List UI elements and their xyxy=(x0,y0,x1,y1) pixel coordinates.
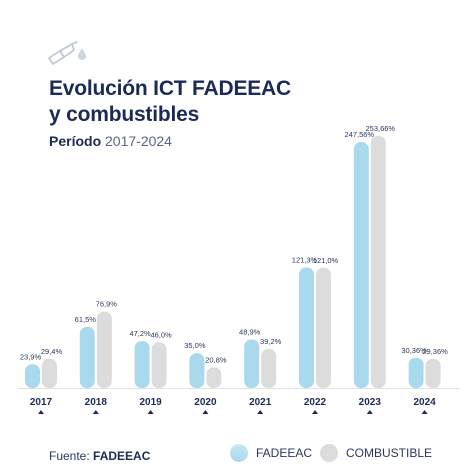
data-label-combustible-2018: 76,9% xyxy=(96,300,118,309)
legend-item-combustible: COMBUSTIBLE xyxy=(320,444,432,462)
x-tick-marker-2024 xyxy=(421,410,428,414)
data-label-combustible-2024: 29,36% xyxy=(422,347,448,356)
legend-item-fadeeac: FADEEAC xyxy=(230,444,312,462)
x-tick-marker-2022 xyxy=(312,410,318,414)
legend-swatch-combustible xyxy=(320,444,338,462)
data-label-combustible-2020: 20,8% xyxy=(205,355,227,364)
data-label-fadeeac-2020: 35,0% xyxy=(184,341,206,350)
bar-fadeeac-2024 xyxy=(408,357,424,388)
bar-combustible-2017 xyxy=(42,358,57,388)
x-tick-label-2024: 2024 xyxy=(413,397,436,408)
bar-fadeeac-2023 xyxy=(353,142,369,388)
x-tick-marker-2020 xyxy=(202,410,209,414)
data-label-fadeeac-2023: 247,56% xyxy=(344,130,374,139)
data-label-fadeeac-2024: 30,36% xyxy=(401,346,427,355)
data-label-combustible-2022: 121,0% xyxy=(313,256,339,265)
source-note: Fuente: FADEEAC xyxy=(49,449,150,463)
source-value: FADEEAC xyxy=(93,449,151,463)
data-label-fadeeac-2017: 23,9% xyxy=(20,352,42,361)
data-label-combustible-2023: 253,66% xyxy=(365,124,395,133)
data-label-fadeeac-2021: 48,9% xyxy=(239,327,261,336)
bar-combustible-2023 xyxy=(370,136,386,388)
legend-label-fadeeac: FADEEAC xyxy=(256,446,313,460)
x-tick-label-2022: 2022 xyxy=(304,397,327,408)
legend-swatch-fadeeac xyxy=(230,444,248,462)
x-tick-marker-2023 xyxy=(366,410,373,414)
data-label-combustible-2017: 29,4% xyxy=(41,347,63,356)
x-tick-label-2020: 2020 xyxy=(194,397,217,408)
period-value: 2017-2024 xyxy=(105,133,172,149)
bar-fadeeac-2021 xyxy=(244,339,260,388)
x-tick-marker-2019 xyxy=(147,410,154,414)
data-label-fadeeac-2022: 121,3% xyxy=(292,255,318,264)
title-line-2: y combustibles xyxy=(49,103,200,126)
period-label: Período xyxy=(49,133,102,149)
x-tick-label-2023: 2023 xyxy=(359,397,382,408)
legend-label-combustible: COMBUSTIBLE xyxy=(346,446,433,460)
data-label-combustible-2019: 46,0% xyxy=(150,330,172,339)
bar-combustible-2024 xyxy=(425,358,441,388)
source-label: Fuente: xyxy=(49,449,90,463)
bar-combustible-2020 xyxy=(206,367,222,388)
data-label-fadeeac-2019: 47,2% xyxy=(129,329,151,338)
bar-combustible-2019 xyxy=(151,342,167,388)
x-tick-label-2018: 2018 xyxy=(85,397,108,408)
bar-fadeeac-2017 xyxy=(25,364,40,388)
x-tick-label-2019: 2019 xyxy=(139,397,162,408)
x-tick-label-2017: 2017 xyxy=(30,397,53,408)
fuel-pump-icon xyxy=(48,41,86,65)
x-tick-marker-2017 xyxy=(38,410,44,414)
bar-fadeeac-2019 xyxy=(134,341,150,388)
bar-fadeeac-2018 xyxy=(79,326,95,388)
chart-title: Evolución ICT FADEEAC y combustibles xyxy=(49,76,291,128)
x-tick-label-2021: 2021 xyxy=(249,397,272,408)
bar-combustible-2018 xyxy=(96,311,112,388)
bar-combustible-2021 xyxy=(261,349,277,388)
x-tick-marker-2021 xyxy=(257,410,264,414)
bar-combustible-2022 xyxy=(316,267,331,388)
data-label-combustible-2021: 39,2% xyxy=(260,337,282,346)
bar-fadeeac-2022 xyxy=(299,267,314,388)
title-line-1: Evolución ICT FADEEAC xyxy=(49,77,291,100)
data-label-fadeeac-2018: 61,5% xyxy=(75,315,97,324)
x-tick-marker-2018 xyxy=(92,410,99,414)
bar-fadeeac-2020 xyxy=(189,353,205,388)
chart-subtitle: Período 2017-2024 xyxy=(49,133,172,149)
